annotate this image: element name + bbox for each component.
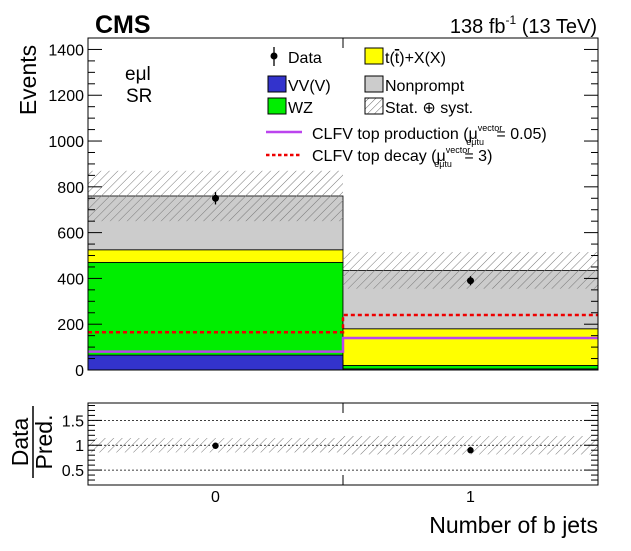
cms-label: CMS	[95, 11, 151, 39]
legend-entry-uncertainty: Stat. ⊕ syst.	[364, 97, 473, 117]
y-tick-label: 800	[57, 180, 84, 197]
legend: Data t(t)+X(X) VV(V) Nonprompt WZ Stat. …	[266, 47, 547, 169]
ratio-point-bin1	[467, 447, 474, 454]
legend-entry-vvv: VV(V)	[267, 75, 331, 95]
ratio-point-bin0	[212, 442, 219, 449]
legend-ttx-label: t(t)+X(X)	[385, 50, 446, 67]
legend-entry-production: CLFV top production (μvector eμtu = 0.05)	[266, 123, 547, 147]
legend-decay-label: CLFV top decay (μvector eμtu = 3)	[312, 145, 492, 169]
legend-wz-swatch	[267, 97, 287, 115]
bar-ttx-bin0	[87, 249, 344, 263]
legend-ttx-swatch	[364, 47, 384, 65]
main-uncertainty-band	[88, 170, 598, 289]
legend-data-label: Data	[288, 50, 322, 67]
y-tick-label: 200	[57, 317, 84, 334]
legend-entry-data: Data	[270, 47, 322, 67]
lumi-exponent: -1	[506, 13, 517, 27]
data-point-bin1	[467, 277, 474, 285]
ratio-data	[212, 442, 474, 454]
legend-entry-wz: WZ	[267, 97, 313, 117]
x-tick-label: 1	[466, 489, 475, 506]
x-axis-label: Number of b jets	[429, 512, 598, 538]
legend-nonprompt-swatch	[364, 75, 384, 93]
y-tick-label: 400	[57, 271, 84, 288]
ratio-y-tick-label: 0.5	[62, 463, 84, 480]
main-signals	[88, 313, 598, 353]
y-tick-label: 0	[75, 363, 84, 380]
signal-prod-line	[88, 336, 598, 353]
ratio-axes: 0.5 1 1.5	[62, 402, 599, 486]
y-axis-label: Events	[15, 45, 41, 115]
bar-wz-bin0	[87, 261, 344, 356]
y-tick-label: 1000	[48, 134, 84, 151]
lumi-value: 138 fb	[450, 16, 506, 38]
data-point-bin0	[212, 194, 219, 202]
x-tick-label: 0	[211, 489, 220, 506]
legend-vvv-swatch	[267, 75, 287, 93]
legend-nonprompt-label: Nonprompt	[385, 78, 465, 95]
legend-entry-decay: CLFV top decay (μvector eμtu = 3)	[266, 145, 492, 169]
main-axes: 0 200 400 600 800 1000 1200 1400	[48, 37, 599, 380]
channel-label: eμl	[125, 64, 151, 85]
bar-ttx-bin1	[342, 328, 599, 366]
y-tick-label: 1200	[48, 88, 84, 105]
ratio-band-bin1	[343, 436, 598, 455]
legend-uncertainty-label: Stat. ⊕ syst.	[385, 100, 473, 117]
ratio-uncertainty-band	[88, 436, 598, 455]
bar-vvv-bin0	[87, 354, 344, 371]
ratio-label-top: Data	[7, 418, 33, 467]
legend-entry-nonprompt: Nonprompt	[364, 75, 465, 95]
signal-decay-line	[88, 313, 598, 334]
ratio-label-bottom: Pred.	[31, 415, 57, 470]
ratio-y-axis-label: Data Pred.	[7, 406, 57, 478]
region-label: SR	[126, 86, 152, 107]
legend-wz-label: WZ	[288, 100, 313, 117]
y-tick-label: 1400	[48, 42, 84, 59]
legend-uncertainty-swatch	[364, 97, 384, 115]
legend-production-label: CLFV top production (μvector eμtu = 0.05)	[312, 123, 547, 147]
ratio-y-tick-label: 1.5	[62, 413, 84, 430]
main-data	[212, 192, 474, 286]
legend-entry-ttx: t(t)+X(X)	[364, 47, 446, 67]
legend-vvv-label: VV(V)	[288, 78, 331, 95]
y-tick-label: 600	[57, 226, 84, 243]
luminosity-label: 138 fb-1 (13 TeV)	[450, 13, 597, 38]
energy-label: (13 TeV)	[522, 16, 597, 38]
ratio-y-tick-label: 1	[75, 438, 84, 455]
bar-wz-bin1	[342, 365, 599, 370]
